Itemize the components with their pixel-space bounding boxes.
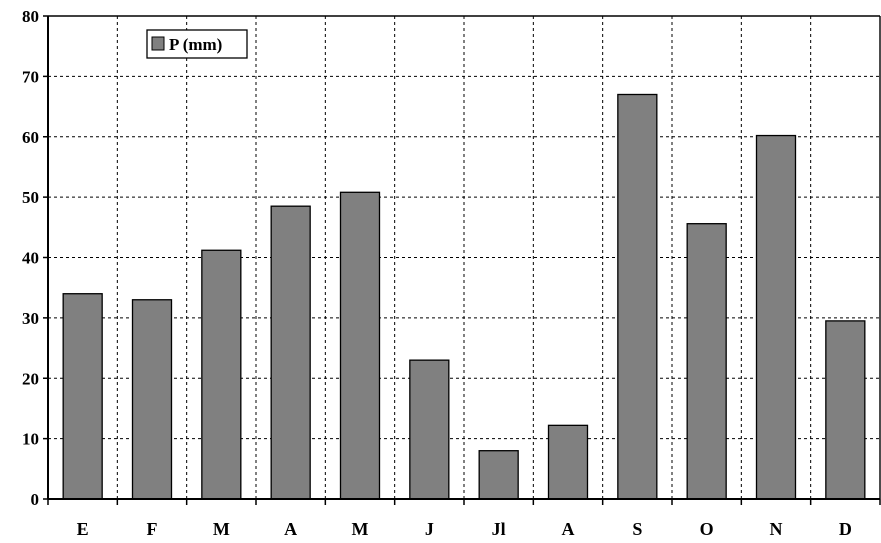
bar (478, 450, 519, 500)
x-tick-label: S (632, 519, 642, 539)
x-tick-label: N (770, 519, 783, 539)
x-tick-label: O (700, 519, 714, 539)
bar (825, 320, 866, 500)
x-tick-label: Jl (492, 519, 506, 539)
y-tick-label: 20 (22, 369, 39, 388)
y-tick-label: 30 (22, 309, 39, 328)
x-tick-label: E (77, 519, 89, 539)
bar (686, 223, 727, 500)
bar (617, 93, 658, 500)
x-tick-labels: E F M A M J Jl A S O N D (77, 519, 852, 539)
y-tick-label: 80 (22, 7, 39, 26)
grid (48, 15, 881, 499)
legend: P (mm) (146, 29, 248, 59)
x-tick-label: A (284, 519, 297, 539)
x-tick-label: D (839, 519, 852, 539)
bar (131, 299, 173, 500)
x-tick-label: A (562, 519, 575, 539)
x-tick-label: M (213, 519, 230, 539)
bar (201, 249, 242, 500)
y-tick-labels: 0 10 20 30 40 50 60 70 80 (22, 7, 39, 509)
legend-swatch (151, 36, 165, 51)
legend-label: P (mm) (169, 35, 222, 54)
y-tick-label: 60 (22, 128, 39, 147)
y-tick-label: 0 (31, 490, 40, 509)
bar (62, 293, 103, 500)
y-tick-label: 10 (22, 430, 39, 449)
x-tick-label: M (352, 519, 369, 539)
y-tick-label: 40 (22, 249, 39, 268)
x-tick-label: J (425, 519, 434, 539)
bar (409, 359, 450, 500)
axes (43, 15, 881, 505)
bar (270, 205, 311, 500)
bar (755, 134, 797, 500)
y-tick-label: 50 (22, 188, 39, 207)
x-tick-label: F (147, 519, 158, 539)
bar (339, 191, 381, 500)
bar (547, 424, 589, 500)
y-tick-label: 70 (22, 67, 39, 86)
bars (62, 93, 866, 500)
